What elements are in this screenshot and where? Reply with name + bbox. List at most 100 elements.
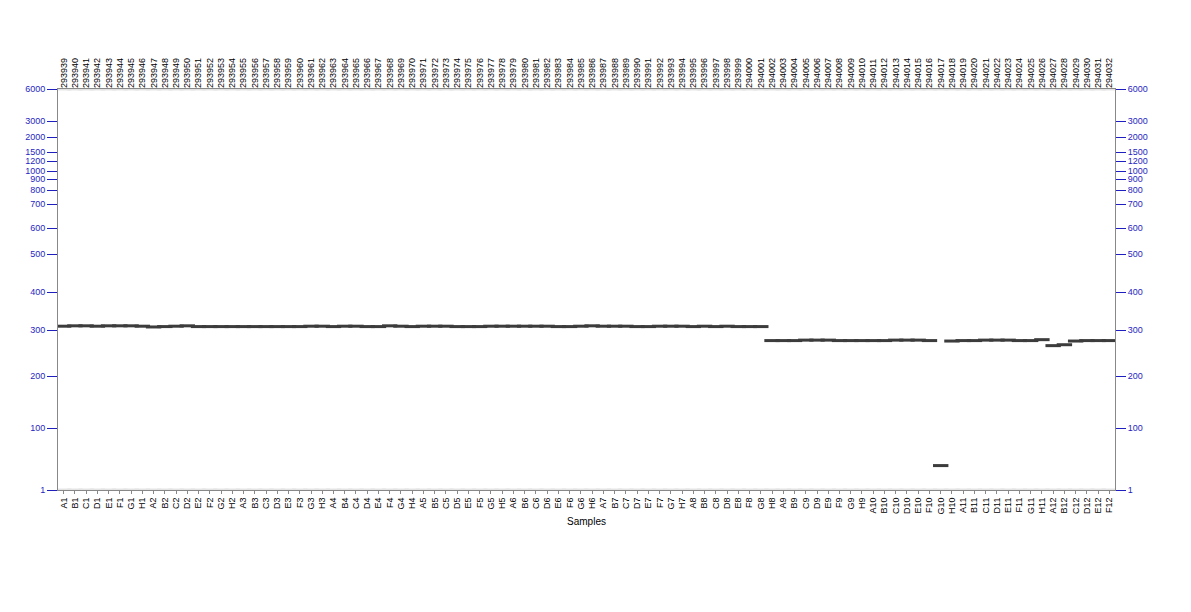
svg-text:293971: 293971 [418,58,428,88]
svg-text:294004: 294004 [789,58,799,88]
svg-text:H11: H11 [1037,498,1047,514]
svg-text:293996: 293996 [699,58,709,88]
svg-text:F6: F6 [565,498,575,509]
svg-text:H3: H3 [317,498,327,510]
svg-text:F10: F10 [924,498,934,514]
svg-text:293954: 293954 [227,58,237,88]
svg-text:293987: 293987 [598,58,608,88]
svg-text:293953: 293953 [216,58,226,88]
svg-text:F5: F5 [475,498,485,509]
svg-text:293995: 293995 [688,58,698,88]
svg-text:293966: 293966 [362,58,372,88]
svg-text:400: 400 [30,287,45,297]
svg-text:300: 300 [1128,325,1143,335]
svg-text:1: 1 [1128,485,1133,495]
svg-text:A7: A7 [598,498,608,509]
svg-text:E12: E12 [1093,498,1103,514]
svg-text:G2: G2 [216,498,226,510]
svg-text:E4: E4 [373,498,383,509]
svg-text:293977: 293977 [486,58,496,88]
svg-text:A3: A3 [238,498,248,509]
svg-text:1500: 1500 [1128,147,1148,157]
svg-text:F11: F11 [1014,498,1024,513]
svg-text:E11: E11 [1003,498,1013,513]
svg-text:C10: C10 [891,498,901,515]
svg-text:2000: 2000 [25,132,45,142]
svg-text:293948: 293948 [160,58,170,88]
svg-text:F2: F2 [205,498,215,509]
svg-text:800: 800 [1128,185,1143,195]
svg-text:293993: 293993 [666,58,676,88]
svg-text:H7: H7 [677,498,687,510]
svg-text:C9: C9 [801,498,811,510]
svg-text:A5: A5 [418,498,428,509]
svg-text:1200: 1200 [1128,156,1148,166]
svg-text:293981: 293981 [531,58,541,88]
svg-text:294026: 294026 [1037,58,1047,88]
svg-text:D12: D12 [1082,498,1092,515]
svg-text:6000: 6000 [1128,84,1148,94]
svg-text:293979: 293979 [508,58,518,88]
svg-text:A11: A11 [958,498,968,513]
svg-text:293983: 293983 [553,58,563,88]
svg-text:B8: B8 [699,498,709,509]
svg-text:293988: 293988 [610,58,620,88]
svg-text:C3: C3 [261,498,271,510]
svg-text:G4: G4 [396,498,406,510]
svg-text:A12: A12 [1048,498,1058,514]
svg-text:294028: 294028 [1059,58,1069,88]
svg-text:H8: H8 [767,498,777,510]
svg-text:E6: E6 [553,498,563,509]
svg-text:B10: B10 [879,498,889,514]
svg-text:6000: 6000 [25,84,45,94]
svg-text:G6: G6 [576,498,586,510]
svg-text:293997: 293997 [711,58,721,88]
svg-text:293986: 293986 [587,58,597,88]
svg-text:294002: 294002 [767,58,777,88]
svg-text:700: 700 [1128,199,1143,209]
svg-text:294016: 294016 [924,58,934,88]
svg-text:B12: B12 [1059,498,1069,514]
svg-text:F12: F12 [1104,498,1114,514]
svg-text:H5: H5 [497,498,507,510]
svg-text:F3: F3 [295,498,305,509]
svg-text:B7: B7 [610,498,620,509]
svg-text:294022: 294022 [992,58,1002,88]
svg-text:293967: 293967 [373,58,383,88]
svg-text:A4: A4 [328,498,338,509]
svg-text:F9: F9 [834,498,844,509]
svg-text:900: 900 [1128,174,1143,184]
svg-text:G9: G9 [846,498,856,510]
svg-text:1000: 1000 [25,166,45,176]
svg-text:294024: 294024 [1014,58,1024,88]
svg-text:600: 600 [30,223,45,233]
svg-text:H9: H9 [857,498,867,510]
svg-text:293970: 293970 [407,58,417,88]
svg-text:293976: 293976 [475,58,485,88]
svg-text:G1: G1 [126,498,136,510]
svg-text:294003: 294003 [778,58,788,88]
svg-text:293939: 293939 [59,58,69,88]
svg-text:294027: 294027 [1048,58,1058,88]
svg-text:200: 200 [30,371,45,381]
svg-text:294013: 294013 [891,58,901,88]
svg-text:293956: 293956 [250,58,260,88]
svg-text:294000: 294000 [744,58,754,88]
svg-text:294005: 294005 [801,58,811,88]
svg-text:293946: 293946 [137,58,147,88]
svg-text:293941: 293941 [81,58,91,88]
svg-text:B9: B9 [789,498,799,509]
svg-text:293973: 293973 [441,58,451,88]
svg-text:293978: 293978 [497,58,507,88]
svg-text:C12: C12 [1071,498,1081,515]
svg-text:A10: A10 [868,498,878,514]
svg-text:C1: C1 [81,498,91,510]
svg-text:A2: A2 [149,498,159,509]
svg-text:293985: 293985 [576,58,586,88]
svg-text:294025: 294025 [1026,58,1036,88]
svg-text:C6: C6 [531,498,541,510]
svg-text:293994: 293994 [677,58,687,88]
svg-text:800: 800 [30,185,45,195]
svg-text:294006: 294006 [812,58,822,88]
svg-text:294023: 294023 [1003,58,1013,88]
